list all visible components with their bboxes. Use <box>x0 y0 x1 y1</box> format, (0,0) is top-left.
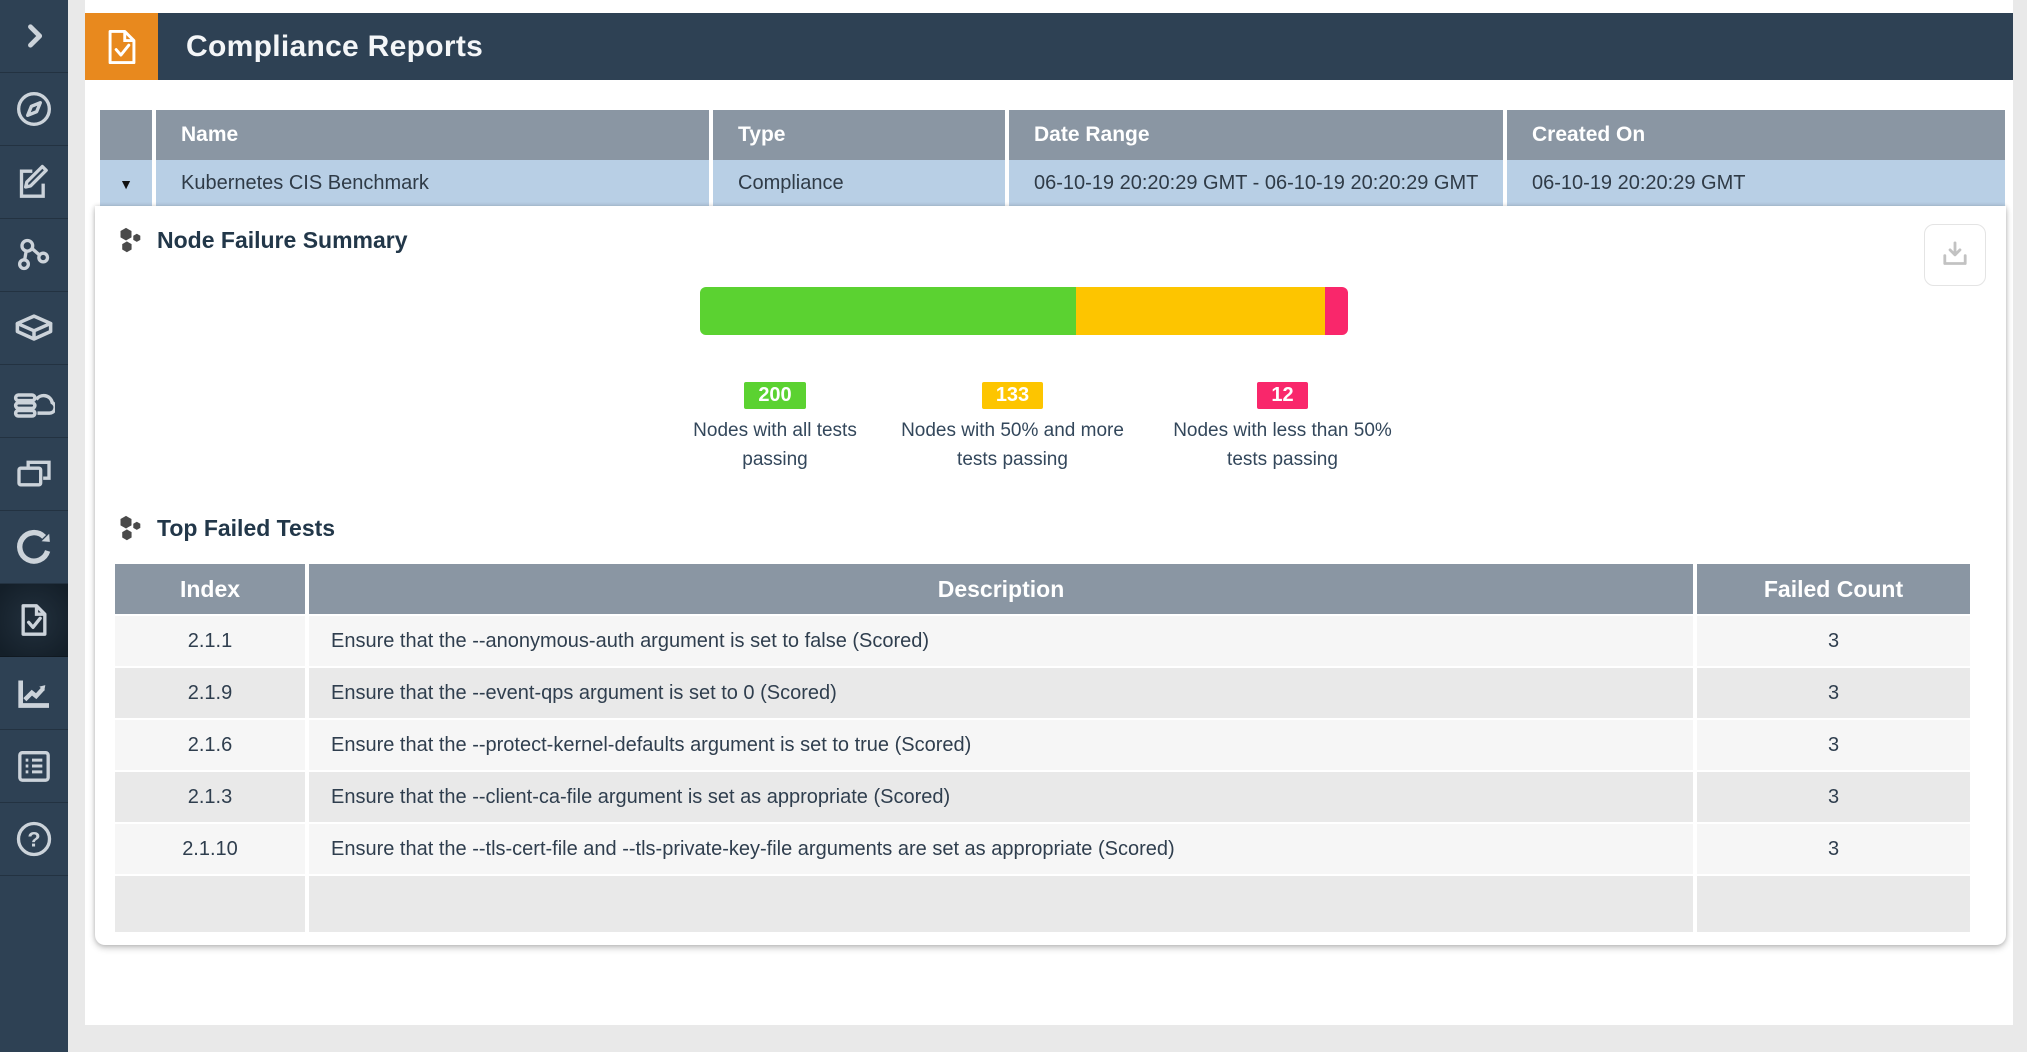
failed-tests-empty-cell <box>309 876 1693 932</box>
legend-item-0: 200 Nodes with all tests passing <box>690 382 860 475</box>
failed-tests-cell-index: 2.1.10 <box>115 824 305 876</box>
sidebar-item-help[interactable]: ? <box>0 803 68 876</box>
failed-tests-cell-description: Ensure that the --tls-cert-file and --tl… <box>309 824 1693 876</box>
sidebar-item-reports[interactable] <box>0 730 68 803</box>
section-title: Top Failed Tests <box>157 515 336 541</box>
help-icon: ? <box>16 821 52 857</box>
column-header-created-on: Created On <box>1507 110 2005 160</box>
sidebar-item-images[interactable] <box>0 438 68 511</box>
report-created-on-cell: 06-10-19 20:20:29 GMT <box>1507 160 2005 206</box>
section-title: Node Failure Summary <box>157 227 408 253</box>
column-header-name: Name <box>156 110 709 160</box>
column-header-date-range: Date Range <box>1009 110 1503 160</box>
report-type-cell: Compliance <box>713 160 1005 206</box>
row-expander-cell: ▼ <box>100 160 152 206</box>
bar-segment-0 <box>700 287 1076 335</box>
legend-count-badge: 12 <box>1257 382 1308 409</box>
report-row[interactable]: ▼ Kubernetes CIS Benchmark Compliance 06… <box>100 160 2005 207</box>
sidebar-item-containers[interactable] <box>0 292 68 365</box>
failed-tests-cell-index: 2.1.9 <box>115 668 305 720</box>
windows-icon <box>17 460 51 487</box>
line-chart-icon <box>18 680 49 708</box>
topology-icon <box>18 238 50 271</box>
hexagon-cluster-icon <box>120 227 141 253</box>
download-button[interactable] <box>1924 224 1986 286</box>
document-edit-icon <box>19 164 48 198</box>
document-check-icon <box>21 604 47 636</box>
node-failure-legend: 200 Nodes with all tests passing 133 Nodes … <box>690 382 1400 475</box>
titlebar: Compliance Reports <box>85 13 2013 80</box>
cloud-database-icon <box>13 393 55 418</box>
failed-tests-cell-failed_count: 3 <box>1697 720 1970 772</box>
failed-tests-column-header: Index <box>115 564 305 616</box>
node-failure-summary-header: Node Failure Summary <box>117 226 408 255</box>
column-header-type: Type <box>713 110 1005 160</box>
content-page: Compliance Reports Name Type Date Range … <box>85 0 2013 1025</box>
sidebar: ? <box>0 0 68 1052</box>
failed-tests-cell-description: Ensure that the --event-qps argument is … <box>309 668 1693 720</box>
failed-tests-cell-description: Ensure that the --protect-kernel-default… <box>309 720 1693 772</box>
sidebar-item-cloud-data[interactable] <box>0 365 68 438</box>
bar-segment-2 <box>1325 287 1348 335</box>
top-failed-tests-header: Top Failed Tests <box>117 514 335 543</box>
sidebar-item-topology[interactable] <box>0 219 68 292</box>
triangle-down-icon[interactable]: ▼ <box>119 176 133 192</box>
failed-tests-cell-failed_count: 3 <box>1697 616 1970 668</box>
report-table-header: Name Type Date Range Created On <box>100 110 2005 160</box>
failed-tests-column-index: Index 2.1.1 2.1.9 2.1.6 2.1.3 2.1.10 <box>115 564 305 932</box>
failed-tests-table: Index 2.1.1 2.1.9 2.1.6 2.1.3 2.1.10 Descripti… <box>115 564 1970 932</box>
failed-tests-column-failed_count: Failed Count 3 3 3 3 3 <box>1697 564 1970 932</box>
legend-count-badge: 200 <box>744 382 806 409</box>
failed-tests-cell-failed_count: 3 <box>1697 824 1970 876</box>
compliance-icon-box <box>85 13 158 80</box>
sidebar-item-expand[interactable] <box>0 0 68 73</box>
hexagon-cluster-icon <box>120 515 141 541</box>
failed-tests-column-description: Description Ensure that the --anonymous-a… <box>309 564 1693 932</box>
svg-text:?: ? <box>27 826 40 851</box>
failed-tests-cell-failed_count: 3 <box>1697 772 1970 824</box>
failed-tests-cell-failed_count: 3 <box>1697 668 1970 720</box>
document-check-icon <box>108 29 135 64</box>
failed-tests-empty-cell <box>1697 876 1970 932</box>
sidebar-item-explore[interactable] <box>0 73 68 146</box>
expander-column-header <box>100 110 152 160</box>
report-table: Name Type Date Range Created On ▼ Kubern… <box>100 110 2005 207</box>
legend-item-1: 133 Nodes with 50% and more tests passing <box>890 382 1135 475</box>
sidebar-item-activity[interactable] <box>0 511 68 584</box>
compass-icon <box>17 92 51 126</box>
legend-label: Nodes with less than 50% tests passing <box>1173 420 1392 471</box>
sync-icon <box>17 529 51 564</box>
failed-tests-column-header: Description <box>309 564 1693 616</box>
failed-tests-column-header: Failed Count <box>1697 564 1970 616</box>
failed-tests-cell-index: 2.1.1 <box>115 616 305 668</box>
report-detail-card: Node Failure Summary 200 Nodes with all t… <box>95 206 2006 945</box>
chevron-right-icon <box>28 24 43 48</box>
bar-segment-1 <box>1075 287 1326 335</box>
main-area: Compliance Reports Name Type Date Range … <box>68 0 2027 1052</box>
failed-tests-empty-cell <box>115 876 305 932</box>
legend-count-badge: 133 <box>981 382 1044 409</box>
sidebar-item-compliance[interactable] <box>0 584 68 657</box>
failed-tests-cell-index: 2.1.3 <box>115 772 305 824</box>
failed-tests-cell-index: 2.1.6 <box>115 720 305 772</box>
report-date-range-cell: 06-10-19 20:20:29 GMT - 06-10-19 20:20:2… <box>1009 160 1503 206</box>
node-failure-bar <box>700 287 1348 335</box>
failed-tests-cell-description: Ensure that the --anonymous-auth argumen… <box>309 616 1693 668</box>
failed-tests-cell-description: Ensure that the --client-ca-file argumen… <box>309 772 1693 824</box>
download-icon <box>1943 241 1967 265</box>
sidebar-item-metrics[interactable] <box>0 657 68 730</box>
legend-label: Nodes with all tests passing <box>693 420 857 471</box>
sidebar-item-policies[interactable] <box>0 146 68 219</box>
list-document-icon <box>18 751 50 782</box>
report-name-cell: Kubernetes CIS Benchmark <box>156 160 709 206</box>
page-title: Compliance Reports <box>158 13 2013 80</box>
cube-icon <box>15 314 53 341</box>
legend-label: Nodes with 50% and more tests passing <box>901 420 1124 471</box>
legend-item-2: 12 Nodes with less than 50% tests passing <box>1165 382 1400 475</box>
